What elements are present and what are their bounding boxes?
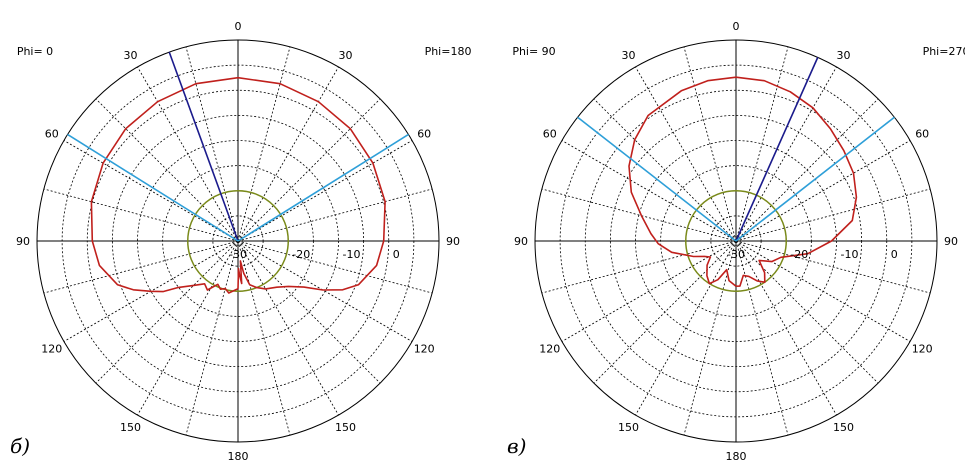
- angle-tick-label: 0: [235, 20, 242, 33]
- radial-tick-label: -10: [841, 248, 859, 261]
- grid-spoke: [137, 66, 239, 242]
- grid-spoke: [63, 140, 239, 242]
- angle-tick-label: 30: [339, 49, 353, 62]
- grid-spoke: [237, 66, 339, 242]
- angle-tick-label: 120: [539, 343, 560, 356]
- pattern-curve: [628, 76, 858, 287]
- level-circle: [685, 190, 787, 292]
- grid-spoke: [735, 98, 879, 242]
- beam-ray-2: [577, 116, 737, 242]
- grid-spoke: [237, 240, 291, 436]
- radial-tick-label: 0: [891, 248, 898, 261]
- grid-spoke: [185, 240, 239, 436]
- angle-tick-label: 120: [41, 343, 62, 356]
- pattern-curve: [90, 76, 386, 294]
- grid-spoke: [95, 240, 239, 384]
- grid-spoke: [735, 240, 879, 384]
- angle-tick-label: 30: [124, 49, 138, 62]
- angle-tick-label: 150: [120, 421, 141, 434]
- grid-spoke: [635, 240, 737, 416]
- grid-spoke: [237, 240, 413, 342]
- grid-spoke: [635, 66, 737, 242]
- grid-spoke: [237, 240, 433, 294]
- grid-spoke: [237, 240, 381, 384]
- beam-ray-1: [168, 51, 239, 242]
- grid-spoke: [593, 98, 737, 242]
- grid-spoke: [95, 98, 239, 242]
- beam-ray-2: [67, 133, 239, 242]
- angle-tick-label: 180: [726, 450, 747, 463]
- phi-right-label: Phi=270: [923, 45, 965, 58]
- grid-spoke: [237, 46, 291, 242]
- angle-tick-label: 30: [622, 49, 636, 62]
- grid-spoke: [43, 240, 239, 294]
- angle-tick-label: 90: [16, 235, 30, 248]
- angle-tick-label: 60: [45, 128, 59, 141]
- angle-tick-label: 150: [833, 421, 854, 434]
- grid-spoke: [735, 140, 911, 242]
- grid-spoke: [561, 240, 737, 342]
- grid-spoke: [735, 46, 789, 242]
- grid-spoke: [237, 188, 433, 242]
- polar-chart-2: 0 30 60 90 120 150 180 150 120 90 60 30 -30 -20 -10 0 Ph…: [507, 20, 965, 463]
- polar-chart-1: 0 30 60 90 120 150 180 150 120 90 60 30 -30 -20 -10 0 Ph…: [10, 20, 471, 463]
- grid-spoke: [683, 46, 737, 242]
- angle-tick-label: 150: [618, 421, 639, 434]
- grid-spoke: [683, 240, 737, 436]
- grid-spoke: [735, 66, 837, 242]
- angle-tick-label: 30: [837, 49, 851, 62]
- phi-left-label: Phi= 90: [512, 45, 555, 58]
- radial-tick-label: -30: [727, 248, 745, 261]
- level-circle: [187, 190, 289, 292]
- grid-spoke: [541, 188, 737, 242]
- beam-ray-3: [735, 116, 895, 242]
- radial-tick-label: -20: [292, 248, 310, 261]
- beam-ray-3: [237, 133, 409, 242]
- angle-tick-label: 90: [944, 235, 958, 248]
- grid-spoke: [735, 240, 911, 342]
- radial-tick-label: -20: [790, 248, 808, 261]
- angle-tick-label: 0: [733, 20, 740, 33]
- radial-tick-label: 0: [393, 248, 400, 261]
- angle-tick-label: 180: [228, 450, 249, 463]
- beam-ray-1: [735, 57, 819, 242]
- panel-label: б): [10, 434, 30, 458]
- angle-tick-label: 90: [514, 235, 528, 248]
- grid-spoke: [43, 188, 239, 242]
- grid-spoke: [735, 240, 931, 294]
- grid-spoke: [593, 240, 737, 384]
- grid-spoke: [137, 240, 239, 416]
- angle-tick-label: 120: [414, 343, 435, 356]
- angle-tick-label: 90: [446, 235, 460, 248]
- angle-tick-label: 120: [912, 343, 933, 356]
- panel-label: в): [507, 434, 526, 458]
- angle-tick-label: 60: [915, 128, 929, 141]
- grid-spoke: [735, 240, 789, 436]
- phi-left-label: Phi= 0: [17, 45, 53, 58]
- angle-tick-label: 150: [335, 421, 356, 434]
- radial-tick-label: -10: [343, 248, 361, 261]
- grid-spoke: [735, 188, 931, 242]
- phi-right-label: Phi=180: [425, 45, 472, 58]
- grid-spoke: [561, 140, 737, 242]
- grid-spoke: [237, 98, 381, 242]
- grid-spoke: [541, 240, 737, 294]
- grid-spoke: [735, 240, 837, 416]
- grid-spoke: [185, 46, 239, 242]
- grid-spoke: [237, 240, 339, 416]
- angle-tick-label: 60: [543, 128, 557, 141]
- radial-tick-label: -30: [229, 248, 247, 261]
- grid-spoke: [237, 140, 413, 242]
- angle-tick-label: 60: [417, 128, 431, 141]
